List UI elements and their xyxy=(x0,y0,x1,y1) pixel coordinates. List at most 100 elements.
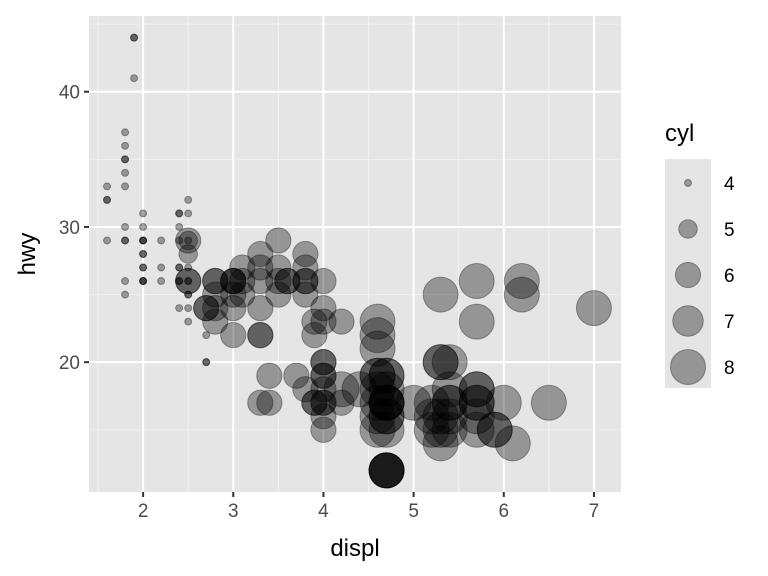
data-point xyxy=(175,277,184,286)
data-point xyxy=(139,236,148,245)
data-point xyxy=(157,263,166,272)
data-point xyxy=(130,33,139,42)
data-point xyxy=(485,384,522,421)
legend-key-symbol xyxy=(684,179,692,187)
data-point xyxy=(175,277,184,286)
data-point xyxy=(310,349,337,376)
data-point xyxy=(220,281,247,308)
data-point xyxy=(139,263,148,272)
data-point xyxy=(458,398,495,435)
data-point xyxy=(368,357,405,394)
data-point xyxy=(121,168,130,177)
legend-title: cyl xyxy=(665,120,694,147)
data-point xyxy=(220,322,247,349)
legend-keys: 4 5 6 7 8 xyxy=(670,174,735,385)
data-point xyxy=(229,254,256,281)
data-point xyxy=(184,209,193,218)
data-point xyxy=(323,371,360,408)
data-point xyxy=(431,411,468,448)
x-tick-label: 4 xyxy=(318,501,329,522)
data-point xyxy=(368,357,405,394)
data-point xyxy=(265,227,292,254)
data-point xyxy=(431,371,468,408)
data-point xyxy=(310,362,337,389)
data-point xyxy=(139,277,148,286)
y-tick-label: 40 xyxy=(59,83,80,104)
data-point xyxy=(157,277,166,286)
data-point xyxy=(184,304,193,313)
data-point xyxy=(359,411,396,448)
legend-key-label: 5 xyxy=(724,220,735,241)
data-point xyxy=(368,398,405,435)
data-point xyxy=(368,371,405,408)
legend-key-symbol xyxy=(678,219,698,239)
data-point xyxy=(121,236,130,245)
data-point xyxy=(368,411,405,448)
data-point xyxy=(422,411,459,448)
data-point xyxy=(175,267,202,295)
data-point xyxy=(301,389,328,416)
data-point xyxy=(139,222,148,231)
data-points xyxy=(103,33,612,489)
x-tick-label: 5 xyxy=(408,501,419,522)
data-point xyxy=(175,227,202,254)
data-point xyxy=(247,294,274,322)
data-point xyxy=(368,452,405,489)
data-point xyxy=(178,244,198,264)
data-point xyxy=(494,425,531,462)
data-point xyxy=(431,398,468,435)
data-point xyxy=(368,452,405,489)
data-point xyxy=(431,384,468,421)
data-point xyxy=(328,389,355,416)
data-point xyxy=(422,425,459,462)
data-point xyxy=(503,276,540,313)
data-point xyxy=(121,290,130,299)
legend-key-label: 7 xyxy=(724,312,735,333)
data-point xyxy=(368,384,405,421)
data-point xyxy=(103,195,112,204)
data-point xyxy=(256,362,283,389)
data-point xyxy=(184,290,193,299)
y-axis-title: hwy xyxy=(14,233,41,276)
data-point xyxy=(265,281,292,308)
data-point xyxy=(178,230,198,251)
gridlines xyxy=(89,16,621,492)
data-point xyxy=(328,308,355,335)
data-point xyxy=(121,236,130,245)
x-axis-title: displ xyxy=(330,535,379,562)
data-point xyxy=(310,389,337,416)
data-point xyxy=(431,384,468,421)
data-point xyxy=(422,276,459,313)
data-point xyxy=(202,308,229,335)
data-point xyxy=(413,384,450,421)
data-point xyxy=(341,371,378,408)
data-point xyxy=(220,267,247,295)
data-point xyxy=(368,384,405,421)
data-point xyxy=(175,267,202,295)
data-point xyxy=(202,267,229,295)
data-point xyxy=(139,250,148,258)
axes: 2 3 4 5 6 7 20 30 40 xyxy=(59,83,599,522)
data-point xyxy=(292,267,319,295)
data-point xyxy=(265,254,292,281)
data-point xyxy=(121,182,130,191)
data-point xyxy=(139,277,148,286)
data-point xyxy=(202,331,211,340)
data-point xyxy=(103,182,112,191)
legend-key-symbol xyxy=(674,261,702,289)
data-point xyxy=(202,358,211,367)
data-point xyxy=(130,74,139,83)
data-point xyxy=(229,281,256,308)
data-point xyxy=(121,141,130,150)
legend-key-label: 8 xyxy=(724,358,735,379)
data-point xyxy=(368,398,405,435)
data-point xyxy=(575,290,612,327)
data-point xyxy=(184,263,193,272)
data-point xyxy=(359,330,396,367)
x-tick-label: 6 xyxy=(498,501,509,522)
data-point xyxy=(265,267,292,295)
data-point xyxy=(359,303,396,340)
legend-key-symbol xyxy=(672,305,704,337)
data-point xyxy=(458,384,495,421)
data-point xyxy=(359,317,396,354)
